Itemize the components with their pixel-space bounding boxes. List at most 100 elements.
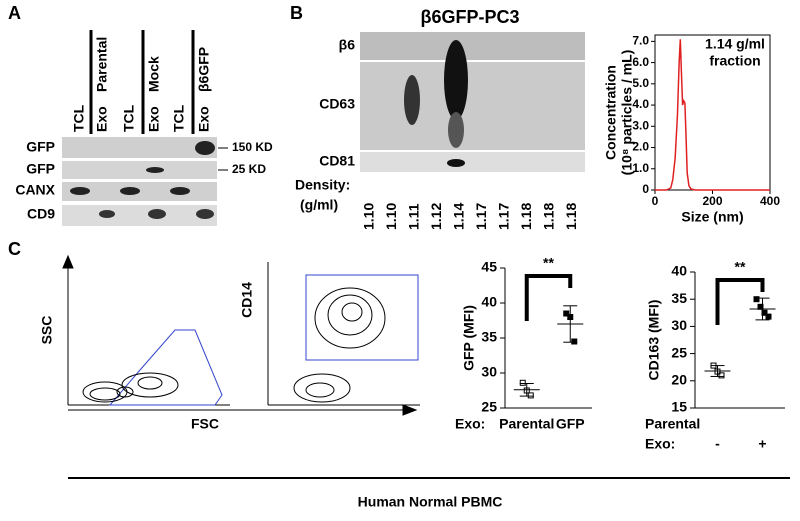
contour bbox=[341, 302, 363, 322]
group-label: β6GFP bbox=[196, 47, 212, 92]
y-tick-label: 40 bbox=[481, 294, 497, 310]
y-tick-label: 4.0 bbox=[632, 97, 649, 111]
data-point bbox=[571, 338, 578, 345]
data-point bbox=[527, 392, 534, 399]
x-row-label: Parental bbox=[645, 416, 700, 432]
gate bbox=[108, 329, 223, 406]
arrow bbox=[402, 404, 418, 416]
blot-strip bbox=[62, 205, 217, 226]
row-label: CD81 bbox=[319, 153, 355, 169]
row-label: CANX bbox=[15, 182, 55, 198]
y-tick-label: 30 bbox=[671, 317, 687, 333]
x-tick-label: - bbox=[715, 436, 720, 452]
blot-title: β6GFP-PC3 bbox=[420, 7, 519, 27]
band bbox=[70, 187, 90, 195]
y-tick-label: 3.0 bbox=[632, 118, 649, 132]
y-tick-label: 30 bbox=[481, 364, 497, 380]
significance: ** bbox=[543, 255, 554, 271]
significance: ** bbox=[735, 259, 746, 275]
band bbox=[148, 209, 166, 219]
lane-label: Exo bbox=[146, 106, 162, 132]
x-tick-label: 200 bbox=[702, 194, 722, 208]
axis-label: CD14 bbox=[239, 282, 255, 318]
x-tick-label: Parental bbox=[499, 416, 554, 432]
arrow bbox=[62, 254, 74, 269]
y-tick-label: 35 bbox=[481, 329, 497, 345]
x-axis-label: Size (nm) bbox=[681, 209, 743, 225]
blot-strip bbox=[62, 161, 217, 179]
data-point bbox=[563, 310, 570, 317]
y-tick-label: 45 bbox=[481, 259, 497, 275]
band bbox=[447, 159, 465, 167]
contour bbox=[89, 387, 121, 401]
row-label: GFP bbox=[26, 161, 55, 177]
blot-strip bbox=[360, 152, 585, 172]
blot-a bbox=[62, 137, 228, 226]
significance-bracket bbox=[715, 278, 765, 325]
annotation: fraction bbox=[709, 53, 760, 69]
density-value: 1.18 bbox=[518, 203, 534, 230]
y-axis-label: Concentration bbox=[603, 65, 619, 160]
y-tick-label: 6.0 bbox=[632, 55, 649, 69]
y-tick-label: 25 bbox=[671, 344, 687, 360]
x-row-label: Exo: bbox=[455, 416, 485, 432]
y-tick-label: 40 bbox=[671, 263, 687, 279]
band bbox=[146, 167, 164, 173]
band bbox=[170, 187, 190, 195]
y-axis-label: (10⁸ particles / mL) bbox=[619, 50, 635, 176]
panel-label: C bbox=[8, 239, 21, 259]
contour bbox=[293, 373, 351, 403]
band bbox=[444, 40, 468, 120]
size-curve bbox=[655, 39, 770, 191]
contour bbox=[82, 381, 128, 403]
row-label: CD63 bbox=[319, 96, 355, 112]
density-label: Density: bbox=[295, 177, 350, 193]
lane-label: TCL bbox=[171, 104, 187, 132]
band bbox=[448, 112, 464, 148]
blot-strip bbox=[360, 32, 585, 60]
marker-label: 25 KD bbox=[232, 162, 266, 176]
y-tick-label: 0 bbox=[642, 182, 649, 196]
blot-strip bbox=[62, 137, 217, 158]
x-tick-label: 400 bbox=[760, 194, 780, 208]
annotation: 1.14 g/ml bbox=[705, 36, 765, 52]
y-tick-label: 7.0 bbox=[632, 34, 649, 48]
y-tick-label: 25 bbox=[481, 399, 497, 415]
y-tick-label: 15 bbox=[671, 399, 687, 415]
y-axis-label: GFP (MFI) bbox=[461, 305, 477, 371]
row-label: GFP bbox=[26, 139, 55, 155]
contour bbox=[137, 376, 163, 390]
density-value: 1.10 bbox=[383, 203, 399, 230]
density-value: 1.18 bbox=[541, 203, 557, 230]
band bbox=[196, 209, 214, 219]
caption: Human Normal PBMC bbox=[358, 494, 503, 510]
x-tick-label: 0 bbox=[652, 194, 659, 208]
contour bbox=[327, 294, 373, 336]
lane-label: TCL bbox=[71, 104, 87, 132]
x-row-label: Exo: bbox=[645, 436, 675, 452]
group-label: Mock bbox=[146, 56, 162, 92]
flow-plot bbox=[62, 254, 790, 479]
band bbox=[404, 75, 420, 125]
blot-strip bbox=[360, 62, 585, 150]
data-point bbox=[753, 296, 760, 303]
contour bbox=[314, 287, 386, 349]
density-value: 1.11 bbox=[406, 203, 422, 230]
density-value: 1.14 bbox=[451, 203, 467, 230]
y-tick-label: 20 bbox=[671, 372, 687, 388]
density-value: 1.17 bbox=[473, 203, 489, 230]
x-tick-label: GFP bbox=[556, 416, 585, 432]
blot-b bbox=[360, 32, 585, 172]
row-label: β6 bbox=[339, 37, 356, 53]
row-label: CD9 bbox=[27, 206, 55, 222]
y-axis-label: CD163 (MFI) bbox=[646, 300, 662, 381]
x-tick-label: + bbox=[758, 436, 766, 452]
contour bbox=[116, 386, 134, 398]
density-unit: (g/ml) bbox=[300, 197, 338, 213]
gate bbox=[305, 274, 419, 361]
band bbox=[99, 210, 115, 218]
lane-label: TCL bbox=[121, 104, 137, 132]
density-value: 1.18 bbox=[563, 203, 579, 230]
group-label: Parental bbox=[94, 37, 110, 92]
